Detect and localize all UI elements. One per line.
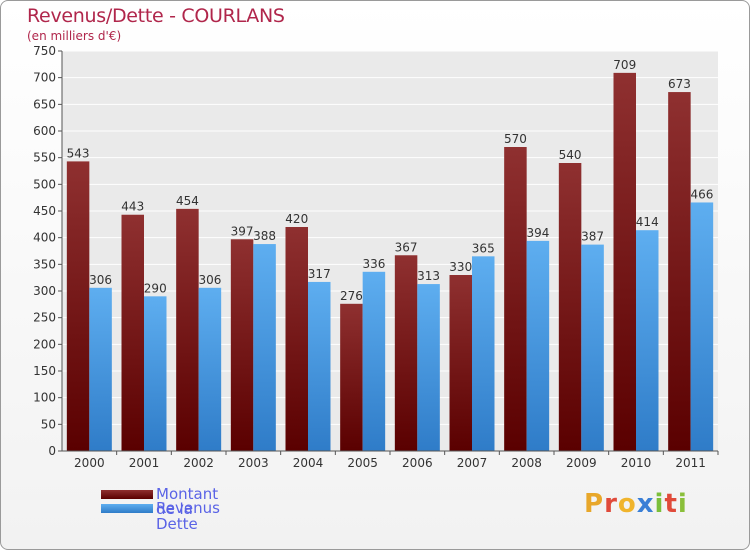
data-label-debt: 420 xyxy=(285,212,308,226)
bar-revenue xyxy=(526,240,550,451)
chart-subtitle: (en milliers d'€) xyxy=(27,29,122,43)
bar-debt xyxy=(66,161,90,451)
data-label-revenue: 387 xyxy=(581,230,604,244)
plot-area xyxy=(62,51,718,451)
bar-debt xyxy=(121,214,144,451)
logo-letter: i xyxy=(654,489,665,519)
logo-letter: x xyxy=(636,489,655,519)
data-label-revenue: 313 xyxy=(417,269,440,283)
data-label-revenue: 336 xyxy=(362,257,385,271)
y-tick-label: 550 xyxy=(33,151,56,165)
bar-debt xyxy=(176,208,199,451)
y-tick-label: 100 xyxy=(33,391,56,405)
bar-debt xyxy=(285,227,308,451)
x-tick-label: 2007 xyxy=(457,456,488,470)
x-tick-label: 2009 xyxy=(566,456,597,470)
data-label-revenue: 306 xyxy=(89,273,112,287)
x-tick-label: 2010 xyxy=(621,456,652,470)
y-tick-label: 50 xyxy=(41,417,56,431)
bar-debt xyxy=(340,303,363,451)
data-label-revenue: 306 xyxy=(198,273,221,287)
data-label-debt: 570 xyxy=(504,132,527,146)
data-label-revenue: 466 xyxy=(690,187,713,201)
data-label-revenue: 290 xyxy=(144,281,167,295)
bar-debt xyxy=(230,239,254,451)
bar-revenue xyxy=(636,230,659,451)
logo-letter: o xyxy=(617,489,637,519)
bar-revenue xyxy=(308,281,331,451)
x-tick-label: 2000 xyxy=(74,456,105,470)
bar-revenue xyxy=(472,256,495,451)
bar-revenue xyxy=(89,287,112,451)
chart-title: Revenus/Dette - COURLANS xyxy=(27,5,285,27)
bar-revenue xyxy=(690,202,714,451)
logo-letter: P xyxy=(584,489,605,519)
y-tick-label: 650 xyxy=(33,97,56,111)
data-label-revenue: 365 xyxy=(472,241,495,255)
y-tick-label: 750 xyxy=(33,44,56,58)
y-tick-label: 300 xyxy=(33,284,56,298)
bar-debt xyxy=(449,275,472,451)
logo-letter: r xyxy=(604,489,618,519)
bar-debt xyxy=(613,72,636,451)
data-label-debt: 673 xyxy=(668,77,691,91)
bar-debt xyxy=(504,147,527,451)
data-label-revenue: 317 xyxy=(308,267,331,281)
x-tick-label: 2002 xyxy=(183,456,214,470)
y-tick-label: 500 xyxy=(33,177,56,191)
data-label-debt: 276 xyxy=(340,289,363,303)
bar-revenue xyxy=(198,287,222,451)
y-tick-label: 450 xyxy=(33,204,56,218)
bar-revenue xyxy=(253,244,276,451)
x-tick-label: 2008 xyxy=(511,456,542,470)
data-label-debt: 443 xyxy=(121,200,144,214)
x-tick-label: 2004 xyxy=(293,456,324,470)
legend-swatch-debt xyxy=(101,490,153,499)
data-label-debt: 330 xyxy=(449,260,472,274)
data-label-debt: 540 xyxy=(559,148,582,162)
y-tick-label: 0 xyxy=(48,444,56,458)
data-label-revenue: 394 xyxy=(526,226,549,240)
data-label-debt: 709 xyxy=(613,58,636,72)
data-label-debt: 397 xyxy=(231,224,254,238)
x-tick-label: 2006 xyxy=(402,456,433,470)
y-tick-label: 600 xyxy=(33,124,56,138)
data-label-debt: 543 xyxy=(67,146,90,160)
y-tick-label: 150 xyxy=(33,364,56,378)
logo-letter: t xyxy=(664,489,678,519)
proxiti-logo: Proxiti xyxy=(584,489,688,519)
y-tick-label: 250 xyxy=(33,311,56,325)
bar-debt xyxy=(394,255,418,451)
data-label-revenue: 414 xyxy=(636,215,659,229)
bar-revenue xyxy=(581,244,604,451)
y-tick-label: 200 xyxy=(33,337,56,351)
bar-revenue xyxy=(417,284,440,451)
legend-label-revenue: Revenus xyxy=(156,499,220,517)
data-label-debt: 367 xyxy=(395,240,418,254)
data-label-debt: 454 xyxy=(176,194,199,208)
bar-revenue xyxy=(362,271,386,451)
logo-letter: i xyxy=(677,489,688,519)
y-tick-label: 400 xyxy=(33,231,56,245)
x-tick-label: 2001 xyxy=(129,456,160,470)
data-label-revenue: 388 xyxy=(253,229,276,243)
bar-debt xyxy=(558,163,582,451)
x-tick-label: 2011 xyxy=(675,456,706,470)
bar-revenue xyxy=(144,296,167,451)
legend-label-debt: Montant de la Dette xyxy=(156,485,219,533)
y-tick-label: 700 xyxy=(33,71,56,85)
x-tick-label: 2003 xyxy=(238,456,269,470)
x-tick-label: 2005 xyxy=(347,456,378,470)
y-tick-label: 350 xyxy=(33,257,56,271)
bar-debt xyxy=(668,92,691,452)
legend-swatch-revenue xyxy=(101,504,153,513)
